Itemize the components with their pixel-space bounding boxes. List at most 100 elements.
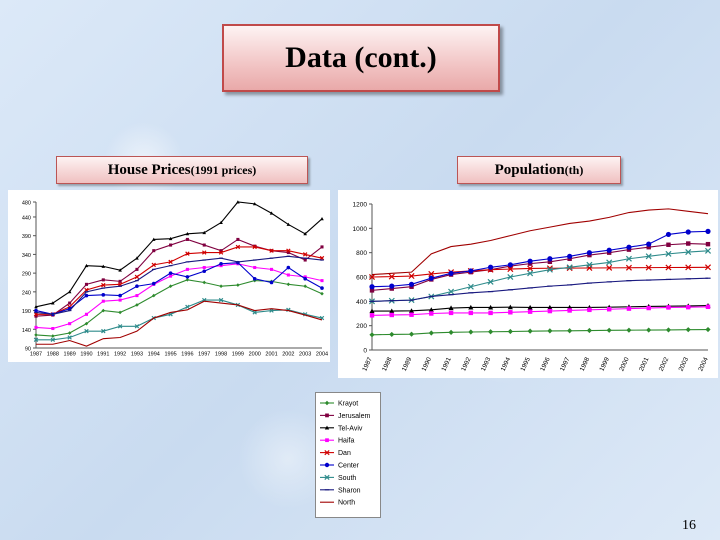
x-tick-label: 2001 xyxy=(265,352,277,358)
series-center xyxy=(34,260,324,317)
data-point xyxy=(704,264,712,271)
data-point xyxy=(567,308,572,313)
y-tick-label: 190 xyxy=(22,309,31,315)
data-point xyxy=(101,278,105,282)
data-point xyxy=(547,256,553,262)
data-point xyxy=(117,324,123,329)
y-tick-label: 1200 xyxy=(353,202,368,209)
legend-marker xyxy=(325,438,329,443)
data-point xyxy=(626,306,632,311)
legend-item: South xyxy=(320,474,356,482)
data-point xyxy=(34,325,38,329)
house-prices-label: House Prices (1991 prices) xyxy=(56,156,308,184)
data-point xyxy=(34,314,38,318)
x-tick-label: 1987 xyxy=(30,352,42,358)
series-tel-aviv xyxy=(34,200,324,309)
data-point xyxy=(169,243,173,247)
data-point xyxy=(587,307,592,313)
y-tick-label: 400 xyxy=(356,299,367,306)
population-label-main: Population xyxy=(494,161,565,178)
data-point xyxy=(269,280,274,285)
series-dan xyxy=(368,264,712,281)
data-point xyxy=(487,304,494,310)
data-point xyxy=(665,327,672,333)
y-tick-label: 290 xyxy=(22,272,31,278)
data-point xyxy=(84,328,89,334)
page-number: 16 xyxy=(682,518,696,533)
legend-item: Jerusalem xyxy=(320,413,370,420)
x-tick-label: 1993 xyxy=(131,352,143,358)
series-jerusalem xyxy=(34,237,324,318)
data-point xyxy=(666,305,671,310)
data-point xyxy=(527,258,533,264)
x-tick-label: 1989 xyxy=(401,356,414,372)
data-point xyxy=(202,269,207,274)
data-point xyxy=(685,229,691,235)
house-prices-label-sub: (1991 prices) xyxy=(190,162,257,177)
data-point xyxy=(303,276,307,281)
legend-item: North xyxy=(320,500,355,507)
legend-marker xyxy=(324,449,330,456)
legend-label: Tel-Aviv xyxy=(338,425,363,432)
data-point xyxy=(68,322,72,326)
data-point xyxy=(67,335,72,340)
legend-label: Sharon xyxy=(338,487,361,494)
data-point xyxy=(487,264,494,270)
data-point xyxy=(408,331,415,337)
data-point xyxy=(236,237,240,241)
data-point xyxy=(586,250,593,256)
data-point xyxy=(408,281,415,287)
legend-label: Haifa xyxy=(338,438,354,445)
data-point xyxy=(646,241,652,247)
data-point xyxy=(185,232,190,236)
y-tick-label: 240 xyxy=(22,290,31,296)
data-point xyxy=(468,268,474,274)
data-point xyxy=(202,280,207,285)
data-point xyxy=(448,288,455,295)
x-tick-label: 1994 xyxy=(148,352,160,358)
x-tick-label: 2003 xyxy=(678,356,691,372)
data-point xyxy=(429,311,434,316)
series-line xyxy=(371,230,709,288)
data-point xyxy=(68,301,72,305)
data-point xyxy=(303,232,307,236)
data-point xyxy=(135,256,139,260)
data-point xyxy=(448,329,454,335)
data-point xyxy=(169,274,173,278)
data-point xyxy=(51,301,55,305)
data-point xyxy=(646,305,651,311)
data-point xyxy=(219,284,223,289)
data-point xyxy=(84,263,89,268)
series-line xyxy=(371,266,709,278)
x-tick-label: 2004 xyxy=(697,356,710,372)
y-tick-label: 200 xyxy=(356,323,367,330)
x-tick-label: 1999 xyxy=(232,352,244,358)
data-point xyxy=(134,324,140,329)
data-point xyxy=(507,273,514,281)
series-line xyxy=(36,246,323,315)
data-point xyxy=(507,304,513,310)
data-point xyxy=(388,273,395,280)
data-point xyxy=(135,284,139,289)
data-point xyxy=(626,327,632,333)
x-tick-label: 1993 xyxy=(480,356,493,372)
data-point xyxy=(368,273,376,281)
data-point xyxy=(84,312,89,316)
data-point xyxy=(252,276,257,281)
data-point xyxy=(606,307,612,312)
data-point xyxy=(151,281,156,286)
y-tick-label: 0 xyxy=(363,348,367,355)
x-tick-label: 2003 xyxy=(299,352,311,358)
x-tick-label: 1992 xyxy=(114,352,126,358)
data-point xyxy=(235,244,241,250)
series-line xyxy=(371,208,709,276)
data-point xyxy=(547,259,553,265)
legend-label: South xyxy=(338,475,356,482)
data-point xyxy=(586,327,593,334)
data-point xyxy=(286,248,291,253)
data-point xyxy=(252,202,257,206)
data-point xyxy=(320,279,324,283)
y-tick-label: 140 xyxy=(22,328,31,334)
data-point xyxy=(185,251,190,256)
data-point xyxy=(33,337,39,342)
